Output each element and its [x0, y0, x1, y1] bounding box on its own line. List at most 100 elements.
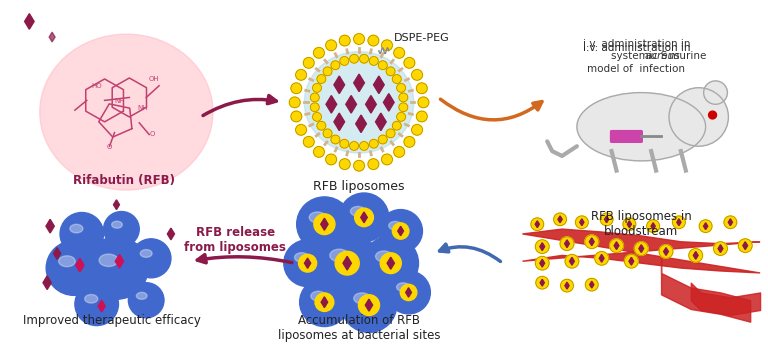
Point — [389, 142, 398, 146]
Circle shape — [610, 239, 624, 253]
Circle shape — [699, 220, 712, 232]
Circle shape — [317, 75, 326, 83]
Point — [300, 100, 309, 104]
Circle shape — [394, 48, 405, 58]
Circle shape — [331, 61, 339, 70]
Polygon shape — [334, 76, 345, 94]
Polygon shape — [334, 113, 345, 130]
Point — [314, 132, 323, 136]
Circle shape — [392, 223, 409, 239]
Circle shape — [669, 88, 728, 146]
Text: HO: HO — [91, 83, 102, 89]
Text: Rifabutin (RFB): Rifabutin (RFB) — [74, 174, 175, 186]
Polygon shape — [98, 300, 105, 312]
Circle shape — [412, 69, 422, 80]
Polygon shape — [366, 299, 372, 311]
Point — [323, 140, 332, 144]
Point — [386, 61, 396, 65]
Point — [386, 140, 396, 144]
Circle shape — [369, 57, 378, 65]
Point — [378, 52, 387, 56]
Text: Improved therapeutic efficacy: Improved therapeutic efficacy — [22, 314, 200, 327]
Polygon shape — [639, 245, 644, 253]
Polygon shape — [356, 115, 366, 133]
Polygon shape — [728, 219, 733, 226]
Point — [406, 100, 415, 104]
Circle shape — [689, 248, 703, 262]
Circle shape — [396, 84, 406, 92]
Polygon shape — [346, 95, 356, 113]
Circle shape — [303, 136, 314, 147]
Polygon shape — [565, 282, 569, 289]
Point — [331, 149, 340, 153]
Circle shape — [594, 252, 608, 265]
Ellipse shape — [141, 249, 152, 257]
Circle shape — [335, 251, 359, 275]
Polygon shape — [718, 245, 723, 253]
Polygon shape — [366, 95, 376, 113]
Point — [305, 124, 314, 128]
Polygon shape — [627, 221, 631, 228]
Circle shape — [565, 254, 579, 268]
Point — [395, 69, 404, 73]
Point — [305, 77, 314, 81]
Point — [401, 122, 410, 126]
FancyBboxPatch shape — [611, 130, 642, 142]
Polygon shape — [677, 219, 681, 226]
Circle shape — [418, 97, 429, 108]
Circle shape — [369, 139, 378, 148]
Polygon shape — [590, 281, 594, 288]
Circle shape — [673, 216, 685, 229]
Ellipse shape — [376, 251, 392, 262]
Polygon shape — [664, 248, 668, 255]
Circle shape — [339, 159, 350, 169]
Point — [323, 61, 332, 65]
Ellipse shape — [84, 295, 98, 303]
Polygon shape — [540, 279, 545, 286]
Point — [401, 78, 410, 83]
Polygon shape — [589, 238, 594, 246]
Text: murine: murine — [666, 51, 707, 61]
Circle shape — [353, 160, 365, 171]
Text: O: O — [150, 132, 155, 137]
Circle shape — [326, 154, 336, 165]
Point — [355, 151, 364, 155]
Circle shape — [317, 121, 326, 130]
Circle shape — [531, 218, 544, 230]
Circle shape — [46, 241, 101, 295]
Polygon shape — [326, 95, 336, 113]
Circle shape — [575, 216, 588, 229]
Point — [343, 48, 352, 52]
Circle shape — [296, 125, 306, 135]
Polygon shape — [115, 254, 124, 268]
Circle shape — [386, 67, 395, 76]
Polygon shape — [540, 243, 545, 251]
Ellipse shape — [396, 283, 409, 291]
Line: 2 pts: 2 pts — [409, 113, 412, 115]
Circle shape — [131, 239, 171, 278]
Circle shape — [416, 83, 427, 94]
Point — [409, 100, 419, 104]
Circle shape — [396, 112, 406, 121]
Point — [312, 67, 321, 71]
Ellipse shape — [389, 221, 402, 230]
Circle shape — [724, 216, 737, 229]
Line: 2 pts: 2 pts — [406, 124, 409, 126]
Polygon shape — [304, 258, 311, 268]
Point — [304, 111, 313, 116]
Polygon shape — [604, 216, 609, 223]
Circle shape — [75, 283, 118, 325]
Text: O: O — [107, 144, 112, 150]
Ellipse shape — [99, 254, 118, 266]
Circle shape — [647, 220, 660, 232]
Circle shape — [339, 35, 350, 46]
Circle shape — [310, 93, 319, 102]
Circle shape — [399, 93, 408, 102]
Circle shape — [659, 245, 673, 258]
Point — [314, 69, 323, 73]
Circle shape — [368, 159, 379, 169]
Circle shape — [353, 34, 365, 44]
Line: 2 pts: 2 pts — [306, 90, 309, 91]
Circle shape — [313, 112, 322, 121]
Polygon shape — [651, 223, 655, 230]
